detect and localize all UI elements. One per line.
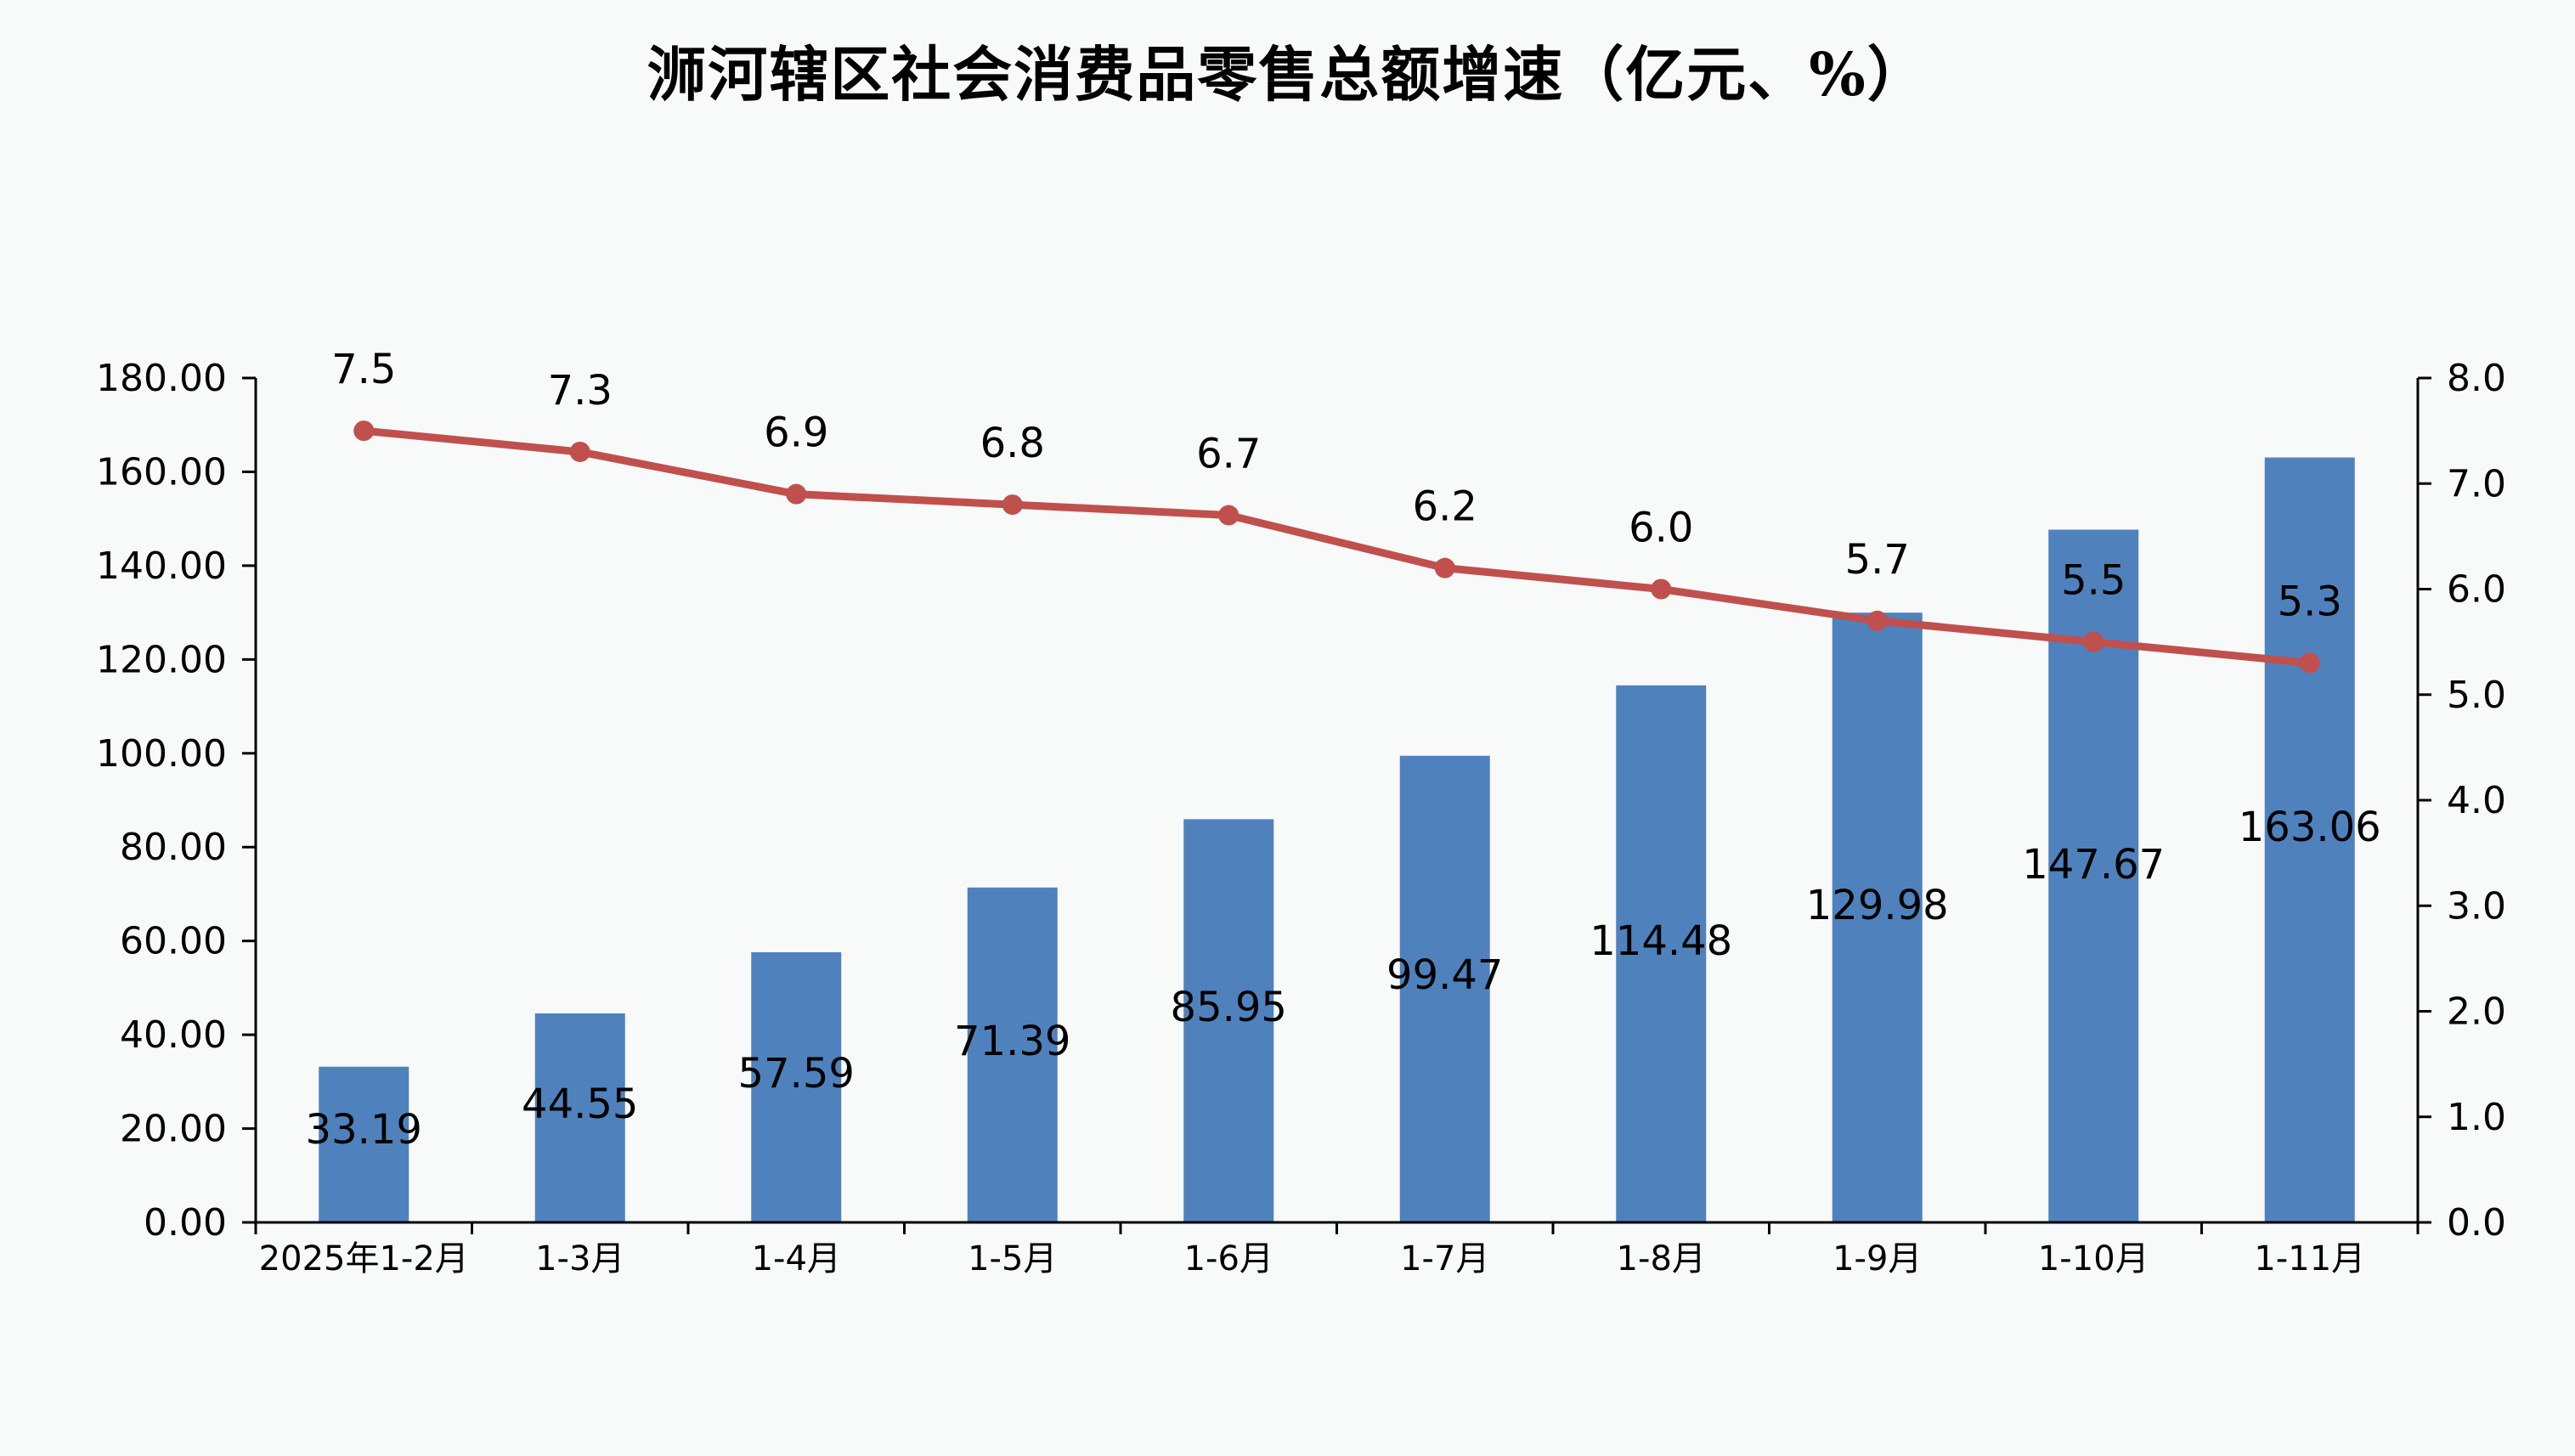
y-right-tick-label-0: 0.0 — [2447, 1201, 2506, 1244]
line-point-9 — [2299, 652, 2320, 674]
line-point-8 — [2083, 631, 2104, 652]
y-left-tick-label-0: 0.00 — [144, 1201, 227, 1244]
bar-data-label-5: 99.47 — [1386, 951, 1503, 999]
x-tick-label-4: 1-6月 — [1184, 1239, 1273, 1278]
bar-4 — [1183, 819, 1274, 1222]
line-point-0 — [353, 420, 375, 442]
y-right-tick-label-4: 4.0 — [2447, 779, 2506, 822]
bar-data-label-2: 57.59 — [738, 1050, 855, 1098]
y-left-tick-label-3: 60.00 — [120, 920, 227, 963]
line-point-5 — [1434, 557, 1455, 578]
x-tick-label-2: 1-4月 — [752, 1239, 841, 1278]
y-left-tick-label-7: 140.00 — [96, 545, 227, 588]
x-tick-label-7: 1-9月 — [1832, 1239, 1922, 1278]
y-right-tick-label-2: 2.0 — [2447, 990, 2506, 1034]
y-right-tick-label-3: 3.0 — [2447, 884, 2506, 928]
line-data-label-8: 5.5 — [2061, 557, 2126, 605]
line-point-3 — [1002, 494, 1023, 516]
x-tick-label-5: 1-7月 — [1400, 1239, 1489, 1278]
line-point-7 — [1866, 610, 1888, 631]
y-left-tick-label-4: 80.00 — [120, 826, 227, 869]
chart-title: 浉河辖区社会消费品零售总额增速（亿元、%） — [647, 39, 1928, 110]
line-data-label-6: 6.0 — [1629, 505, 1693, 552]
y-left-tick-label-5: 100.00 — [96, 732, 227, 776]
x-tick-label-1: 1-3月 — [535, 1239, 624, 1278]
y-right-tick-label-6: 6.0 — [2447, 568, 2506, 612]
bar-1 — [534, 1013, 625, 1222]
bar-3 — [967, 887, 1058, 1222]
bar-0 — [319, 1066, 409, 1222]
bar-data-label-0: 33.19 — [306, 1106, 422, 1154]
x-tick-label-0: 2025年1-2月 — [259, 1239, 469, 1278]
line-data-label-7: 5.7 — [1845, 536, 1910, 584]
bar-data-label-1: 44.55 — [522, 1081, 638, 1128]
line-data-label-2: 6.9 — [764, 409, 828, 457]
bar-6 — [1616, 685, 1707, 1222]
x-tick-label-8: 1-10月 — [2038, 1239, 2149, 1278]
bar-data-label-6: 114.48 — [1590, 917, 1732, 965]
line-point-2 — [786, 483, 807, 505]
x-tick-label-9: 1-11月 — [2254, 1239, 2365, 1278]
bar-7 — [1832, 612, 1923, 1222]
y-left-tick-label-2: 40.00 — [120, 1013, 227, 1057]
line-data-label-0: 7.5 — [331, 346, 396, 393]
bar-data-label-9: 163.06 — [2239, 804, 2381, 851]
line-series — [363, 426, 2311, 667]
bar-data-label-4: 85.95 — [1171, 984, 1287, 1031]
line-data-label-3: 6.8 — [980, 420, 1045, 467]
line-data-label-9: 5.3 — [2278, 578, 2342, 625]
line-point-4 — [1218, 505, 1240, 526]
y-right-tick-label-1: 1.0 — [2447, 1096, 2506, 1139]
y-left-tick-label-8: 160.00 — [96, 450, 227, 494]
bar-2 — [751, 951, 842, 1222]
y-left-tick-label-6: 120.00 — [96, 638, 227, 681]
line-data-label-4: 6.7 — [1196, 431, 1261, 478]
bar-data-label-7: 129.98 — [1806, 882, 1949, 929]
bar-9 — [2264, 457, 2355, 1222]
x-tick-label-6: 1-8月 — [1617, 1239, 1706, 1278]
y-right-tick-label-5: 5.0 — [2447, 674, 2506, 717]
bar-data-label-8: 147.67 — [2022, 841, 2165, 889]
line-point-1 — [569, 441, 590, 462]
x-tick-label-3: 1-5月 — [968, 1239, 1057, 1278]
bar-5 — [1399, 755, 1490, 1222]
y-left-tick-label-9: 180.00 — [96, 357, 227, 400]
y-right-tick-label-7: 7.0 — [2447, 462, 2506, 505]
y-left-tick-label-1: 20.00 — [120, 1108, 227, 1151]
line-point-6 — [1651, 578, 1672, 600]
y-right-tick-label-8: 8.0 — [2447, 357, 2506, 400]
line-data-label-1: 7.3 — [548, 367, 613, 415]
bar-data-label-3: 71.39 — [954, 1018, 1070, 1065]
line-data-label-5: 6.2 — [1413, 483, 1477, 531]
